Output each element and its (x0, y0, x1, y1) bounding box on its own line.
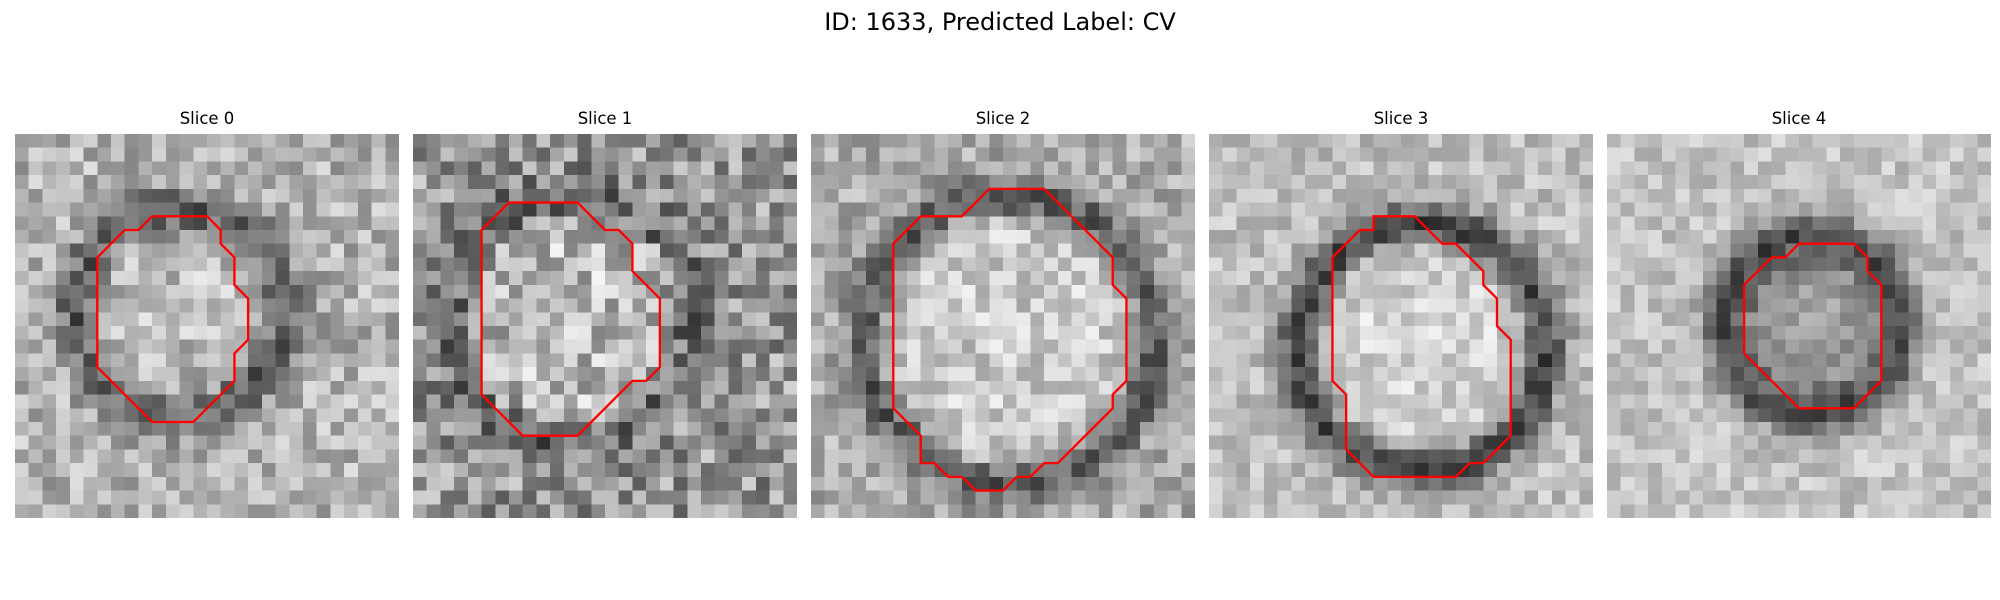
slice-image (1607, 134, 1991, 518)
slice-image (811, 134, 1195, 518)
segmentation-contour (892, 187, 1128, 492)
slice-panel-0: Slice 0 (15, 108, 399, 518)
slice-image (15, 134, 399, 518)
slice-panel-4: Slice 4 (1607, 108, 1991, 518)
segmentation-contour (1331, 215, 1512, 479)
slice-title: Slice 1 (577, 109, 633, 128)
figure-title: ID: 1633, Predicted Label: CV (824, 8, 1176, 36)
slice-image (1209, 134, 1593, 518)
slice-title: Slice 2 (975, 109, 1031, 128)
slice-panel-1: Slice 1 (413, 108, 797, 518)
slice-panel-2: Slice 2 (811, 108, 1195, 518)
slice-title: Slice 0 (179, 109, 235, 128)
segmentation-contour (480, 201, 662, 437)
slice-panel-3: Slice 3 (1209, 108, 1593, 518)
slice-image (413, 134, 797, 518)
segmentation-contour (1742, 242, 1883, 410)
slice-title: Slice 4 (1771, 109, 1827, 128)
segmentation-contour (96, 215, 250, 424)
slice-title: Slice 3 (1373, 109, 1429, 128)
